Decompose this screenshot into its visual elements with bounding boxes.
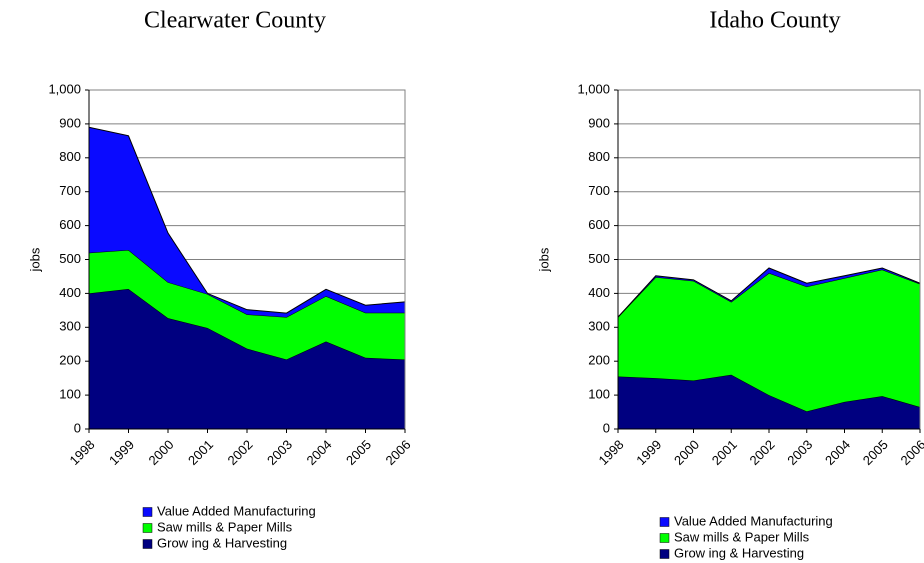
y-tick-label: 400 bbox=[59, 285, 81, 300]
x-tick-label: 2000 bbox=[145, 437, 176, 468]
y-tick-label: 800 bbox=[59, 149, 81, 164]
y-tick-label: 0 bbox=[74, 420, 81, 435]
y-tick-label: 0 bbox=[603, 420, 610, 435]
area-edge bbox=[617, 267, 921, 318]
x-tick-label: 2003 bbox=[264, 437, 295, 468]
y-tick-label: 500 bbox=[59, 251, 81, 266]
y-tick-label: 300 bbox=[588, 319, 610, 334]
x-tick-label: 2006 bbox=[382, 437, 413, 468]
y-tick-label: 100 bbox=[588, 387, 610, 402]
y-tick-label: 100 bbox=[59, 387, 81, 402]
y-tick-label: 400 bbox=[588, 285, 610, 300]
x-tick-label: 2005 bbox=[343, 437, 374, 468]
x-tick-label: 2003 bbox=[784, 437, 815, 468]
y-tick-label: 200 bbox=[588, 353, 610, 368]
y-axis-label: jobs bbox=[27, 247, 42, 272]
x-tick-label: 2002 bbox=[746, 437, 777, 468]
legend-swatch bbox=[142, 507, 153, 517]
legend-label: Saw mills & Paper Mills bbox=[674, 529, 810, 544]
y-tick-label: 700 bbox=[588, 183, 610, 198]
x-tick-label: 1998 bbox=[595, 437, 626, 468]
x-tick-label: 2001 bbox=[709, 437, 740, 468]
y-tick-label: 1,000 bbox=[48, 81, 81, 96]
y-axis-label: jobs bbox=[536, 247, 551, 272]
y-tick-label: 500 bbox=[588, 251, 610, 266]
legend-label: Grow ing & Harvesting bbox=[157, 535, 287, 550]
y-tick-label: 600 bbox=[59, 217, 81, 232]
legend-label: Saw mills & Paper Mills bbox=[157, 519, 293, 534]
x-tick-label: 2004 bbox=[822, 437, 853, 468]
legend-label: Value Added Manufacturing bbox=[157, 503, 316, 518]
area bbox=[618, 269, 920, 412]
legend-swatch bbox=[142, 523, 153, 533]
x-tick-label: 2005 bbox=[860, 437, 891, 468]
x-tick-label: 1999 bbox=[106, 437, 137, 468]
y-tick-label: 700 bbox=[59, 183, 81, 198]
y-tick-label: 900 bbox=[588, 115, 610, 130]
x-tick-label: 2000 bbox=[671, 437, 702, 468]
legend-swatch bbox=[659, 549, 670, 559]
area bbox=[89, 288, 405, 429]
y-tick-label: 900 bbox=[59, 115, 81, 130]
y-tick-label: 600 bbox=[588, 217, 610, 232]
legend-swatch bbox=[659, 533, 670, 543]
y-tick-label: 200 bbox=[59, 353, 81, 368]
chart-title: Clearwater County bbox=[144, 8, 326, 34]
legend-swatch bbox=[142, 539, 153, 549]
area-edge bbox=[88, 126, 406, 314]
area bbox=[89, 250, 405, 360]
area bbox=[89, 127, 405, 318]
x-tick-label: 1999 bbox=[633, 437, 664, 468]
y-tick-label: 1,000 bbox=[577, 81, 610, 96]
y-tick-label: 800 bbox=[588, 149, 610, 164]
chart-title: Idaho County bbox=[709, 8, 840, 34]
y-tick-label: 300 bbox=[59, 319, 81, 334]
x-tick-label: 2002 bbox=[224, 437, 255, 468]
legend-label: Value Added Manufacturing bbox=[674, 513, 833, 528]
area bbox=[618, 374, 920, 429]
x-tick-label: 2004 bbox=[303, 437, 334, 468]
x-tick-label: 1998 bbox=[66, 437, 97, 468]
legend-label: Grow ing & Harvesting bbox=[674, 545, 804, 560]
legend-swatch bbox=[659, 517, 670, 527]
x-tick-label: 2006 bbox=[897, 437, 924, 468]
x-tick-label: 2001 bbox=[185, 437, 216, 468]
